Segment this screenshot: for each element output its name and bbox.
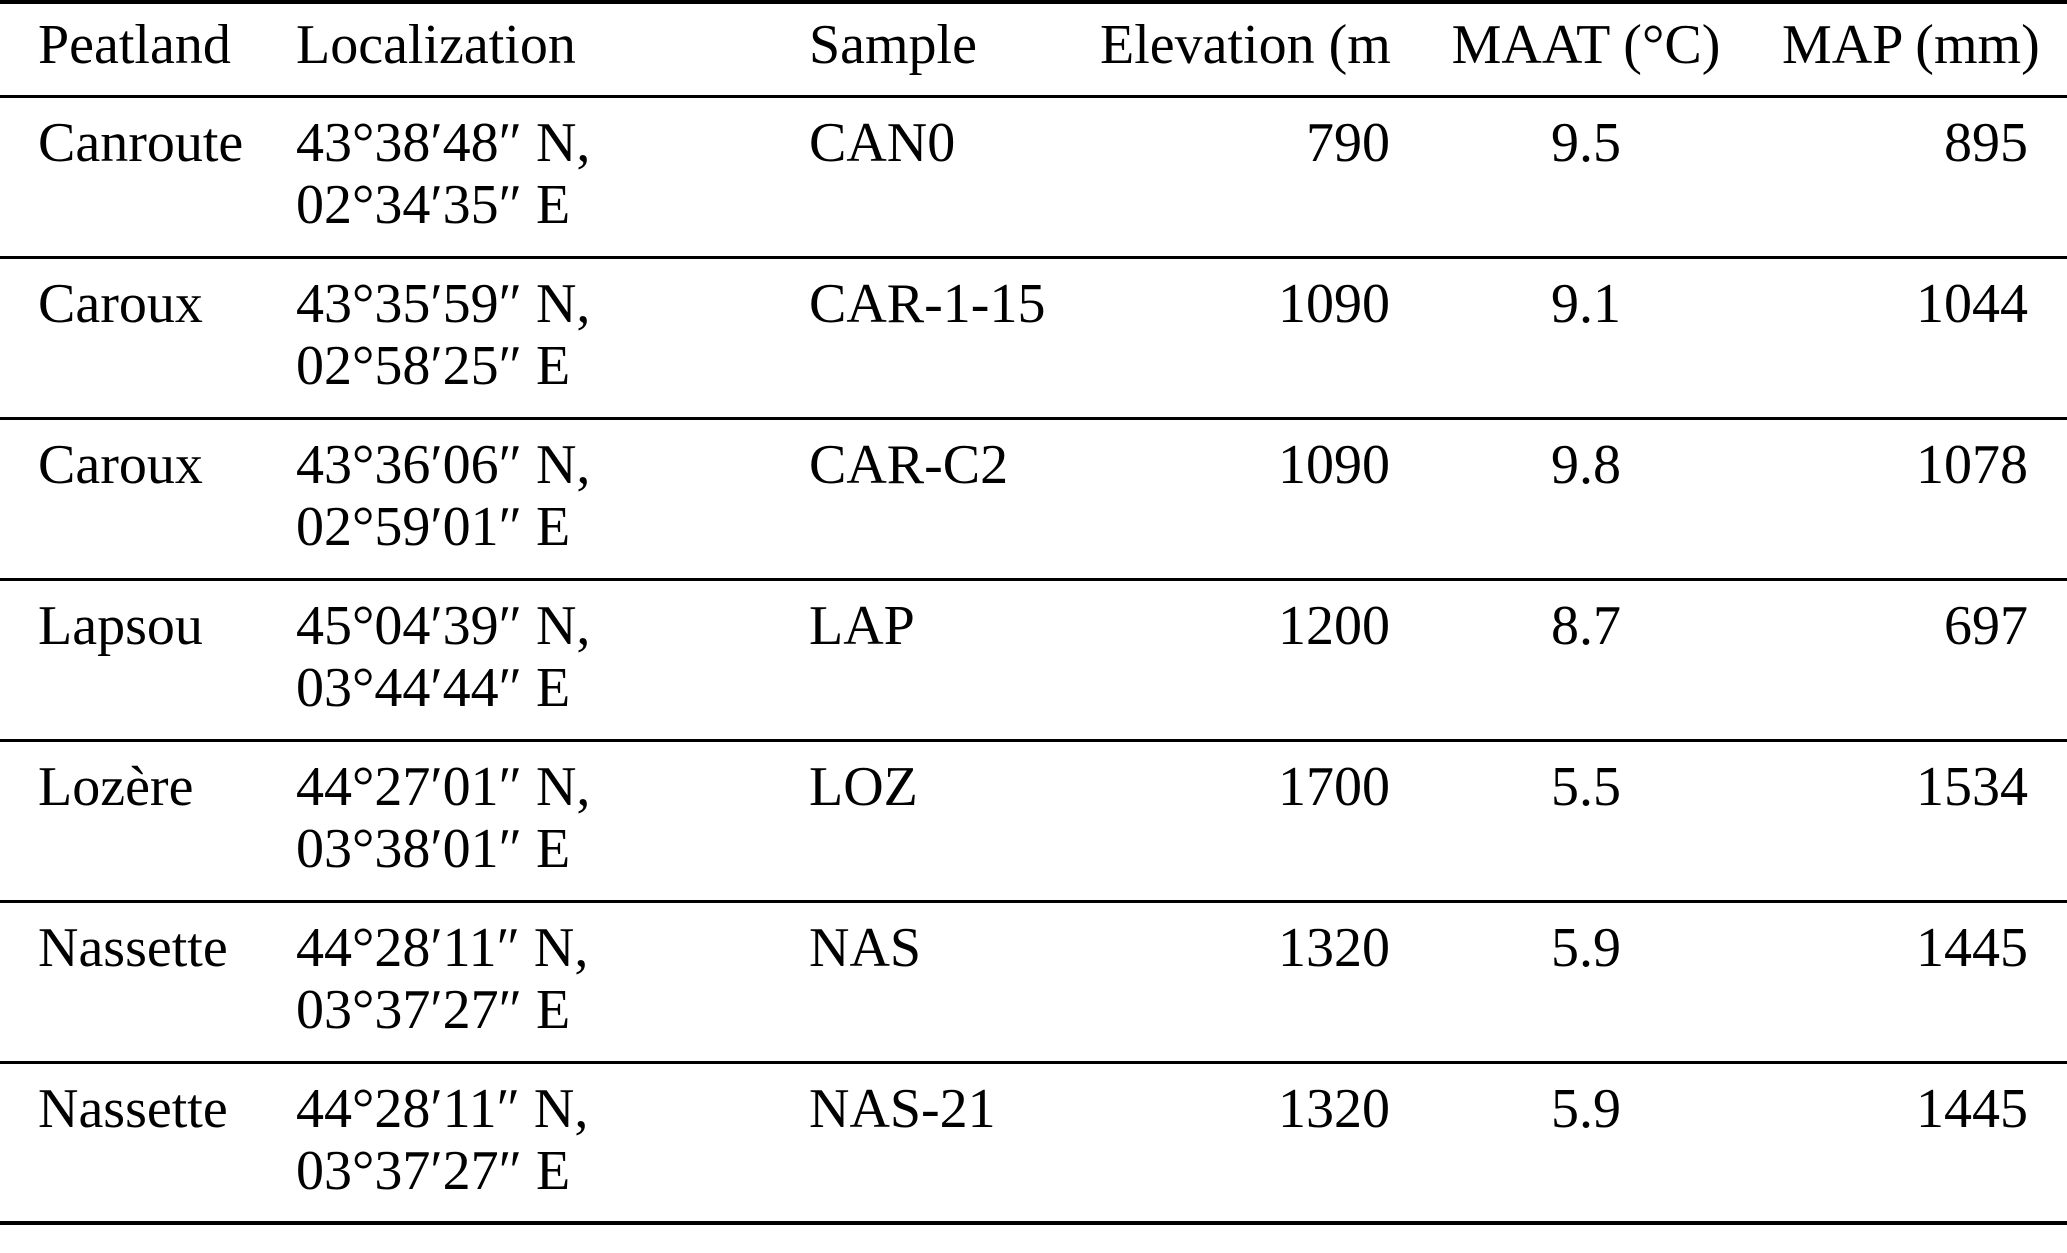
longitude-line: 02°59′01″ E (296, 495, 571, 558)
cell-elevation: 1700 (1100, 740, 1390, 903)
col-header-maat: MAAT (°C) (1390, 2, 1782, 98)
longitude-line: 02°58′25″ E (296, 334, 571, 397)
cell-maat: 9.5 (1390, 96, 1782, 259)
latitude-line: 43°35′59″ N, (296, 272, 591, 335)
latitude-line: 44°27′01″ N, (296, 755, 591, 818)
table-row: Caroux 43°35′59″ N, 02°58′25″ E CAR-1-15… (0, 257, 2067, 420)
cell-elevation: 1320 (1100, 901, 1390, 1064)
cell-sample: LOZ (809, 740, 1100, 903)
table-row: Canroute 43°38′48″ N, 02°34′35″ E CAN0 7… (0, 96, 2067, 259)
cell-maat: 5.9 (1390, 901, 1782, 1064)
cell-elevation: 1090 (1100, 257, 1390, 420)
cell-localization: 43°38′48″ N, 02°34′35″ E (296, 96, 809, 259)
cell-map: 1534 (1782, 740, 2067, 903)
cell-sample: NAS (809, 901, 1100, 1064)
cell-map: 895 (1782, 96, 2067, 259)
table-container: Peatland Localization Sample Elevation (… (0, 0, 2067, 1225)
table-row: Lozère 44°27′01″ N, 03°38′01″ E LOZ 1700… (0, 740, 2067, 903)
latitude-line: 43°38′48″ N, (296, 111, 591, 174)
latitude-line: 44°28′11″ N, (296, 1077, 589, 1140)
table-row: Nassette 44°28′11″ N, 03°37′27″ E NAS 13… (0, 901, 2067, 1064)
cell-sample: CAR-C2 (809, 418, 1100, 581)
cell-map: 1078 (1782, 418, 2067, 581)
cell-localization: 44°27′01″ N, 03°38′01″ E (296, 740, 809, 903)
col-header-sample: Sample (809, 2, 1100, 98)
longitude-line: 03°44′44″ E (296, 656, 571, 719)
table-row: Caroux 43°36′06″ N, 02°59′01″ E CAR-C2 1… (0, 418, 2067, 581)
cell-maat: 9.8 (1390, 418, 1782, 581)
cell-sample: NAS-21 (809, 1077, 996, 1140)
cell-sample: LAP (809, 579, 1100, 742)
latitude-line: 43°36′06″ N, (296, 433, 591, 496)
col-header-localization: Localization (296, 2, 809, 98)
longitude-line: 02°34′35″ E (296, 173, 571, 236)
col-header-peatland: Peatland (0, 2, 296, 98)
cell-elevation: 1200 (1100, 579, 1390, 742)
table-header: Peatland Localization Sample Elevation (… (0, 2, 2067, 98)
cell-sample: CAN0 (809, 96, 1100, 259)
longitude-line: 03°37′27″ E (296, 978, 571, 1041)
cell-map: 1445 (1916, 1077, 2028, 1140)
cell-peatland: Caroux (0, 418, 296, 581)
cell-maat: 8.7 (1390, 579, 1782, 742)
cell-localization: 44°28′11″ N, 03°37′27″ E (296, 1062, 809, 1223)
cell-peatland: Lozère (0, 740, 296, 903)
cell-elevation: 790 (1100, 96, 1390, 259)
cell-maat: 5.5 (1390, 740, 1782, 903)
cell-peatland: Caroux (0, 257, 296, 420)
latitude-line: 45°04′39″ N, (296, 594, 591, 657)
col-header-elevation: Elevation (m) (1100, 2, 1390, 98)
table-row: Lapsou 45°04′39″ N, 03°44′44″ E LAP 1200… (0, 579, 2067, 742)
cell-maat: 9.1 (1390, 257, 1782, 420)
cell-localization: 43°35′59″ N, 02°58′25″ E (296, 257, 809, 420)
longitude-line: 03°37′27″ E (296, 1139, 571, 1202)
cell-elevation: 1090 (1100, 418, 1390, 581)
longitude-line: 03°38′01″ E (296, 817, 571, 880)
cell-elevation: 1320 (1278, 1077, 1390, 1140)
latitude-line: 44°28′11″ N, (296, 916, 589, 979)
cell-map: 697 (1782, 579, 2067, 742)
cell-peatland: Nassette (38, 1077, 228, 1140)
header-row: Peatland Localization Sample Elevation (… (0, 2, 2067, 98)
cell-maat: 5.9 (1551, 1077, 1621, 1140)
col-header-map: MAP (mm) (1782, 2, 2067, 98)
cell-map: 1044 (1782, 257, 2067, 420)
cell-sample: CAR-1-15 (809, 257, 1100, 420)
table-row: Nassette 44°28′11″ N, 03°37′27″ E NAS-21… (0, 1062, 2067, 1223)
cell-localization: 43°36′06″ N, 02°59′01″ E (296, 418, 809, 581)
cell-peatland: Lapsou (0, 579, 296, 742)
cell-localization: 45°04′39″ N, 03°44′44″ E (296, 579, 809, 742)
table-body: Canroute 43°38′48″ N, 02°34′35″ E CAN0 7… (0, 96, 2067, 1223)
cell-peatland: Nassette (0, 901, 296, 1064)
cell-localization: 44°28′11″ N, 03°37′27″ E (296, 901, 809, 1064)
cell-peatland: Canroute (0, 96, 296, 259)
cell-map: 1445 (1782, 901, 2067, 1064)
peatland-sites-table: Peatland Localization Sample Elevation (… (0, 0, 2067, 1225)
